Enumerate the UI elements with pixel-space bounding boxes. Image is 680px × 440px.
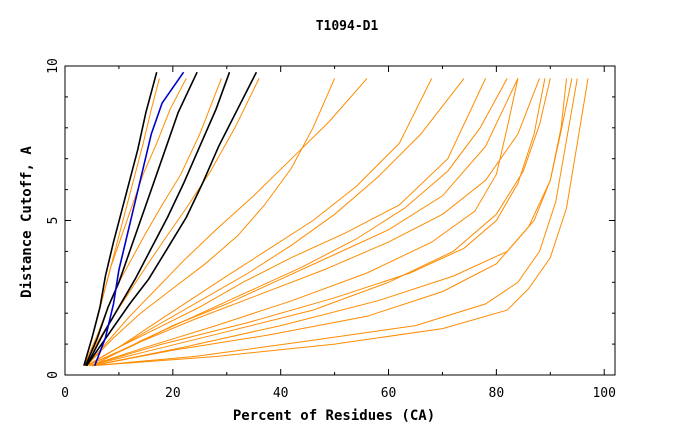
y-tick-label-5: 5 [46,217,61,225]
x-tick-label-40: 40 [273,386,289,401]
model-series-line-13 [91,78,589,367]
model-series-line-10 [89,78,551,367]
x-tick-label-80: 80 [489,386,505,401]
best-series-line [93,71,185,366]
x-tick-label-100: 100 [592,386,615,401]
model-series-line-19 [91,78,508,367]
model-series-line-8 [86,78,519,367]
model-series-line-7 [86,78,487,367]
model-series-line-12 [91,78,578,367]
chart-title: T1094-D1 [316,19,379,34]
highlight-series-line-1 [83,71,158,366]
x-tick-label-60: 60 [381,386,397,401]
model-series-line-9 [89,78,519,367]
model-series-line-3 [83,78,222,366]
model-series-line-6 [86,78,465,367]
x-tick-label-20: 20 [165,386,181,401]
model-series-line-2 [83,78,187,366]
x-axis-label: Percent of Residues (CA) [233,408,435,424]
y-tick-label-10: 10 [46,58,61,74]
highlight-series-line-4 [85,71,258,367]
model-series-line-14 [86,78,433,367]
tick-labels: 0 20 40 60 80 100 0 5 10 [46,58,616,401]
y-axis-label: Distance Cutoff, A [19,146,35,298]
axis-ticks [64,65,615,376]
highlight-series-line-3 [85,71,231,367]
y-tick-label-0: 0 [46,371,61,379]
model-series-line-18 [91,78,573,367]
plot-lines [83,71,589,367]
highlight-series-line-2 [84,71,198,367]
model-series-line-16 [86,78,540,367]
model-series-line-17 [89,78,546,367]
model-series-line-15 [86,78,368,367]
x-tick-label-0: 0 [61,386,69,401]
